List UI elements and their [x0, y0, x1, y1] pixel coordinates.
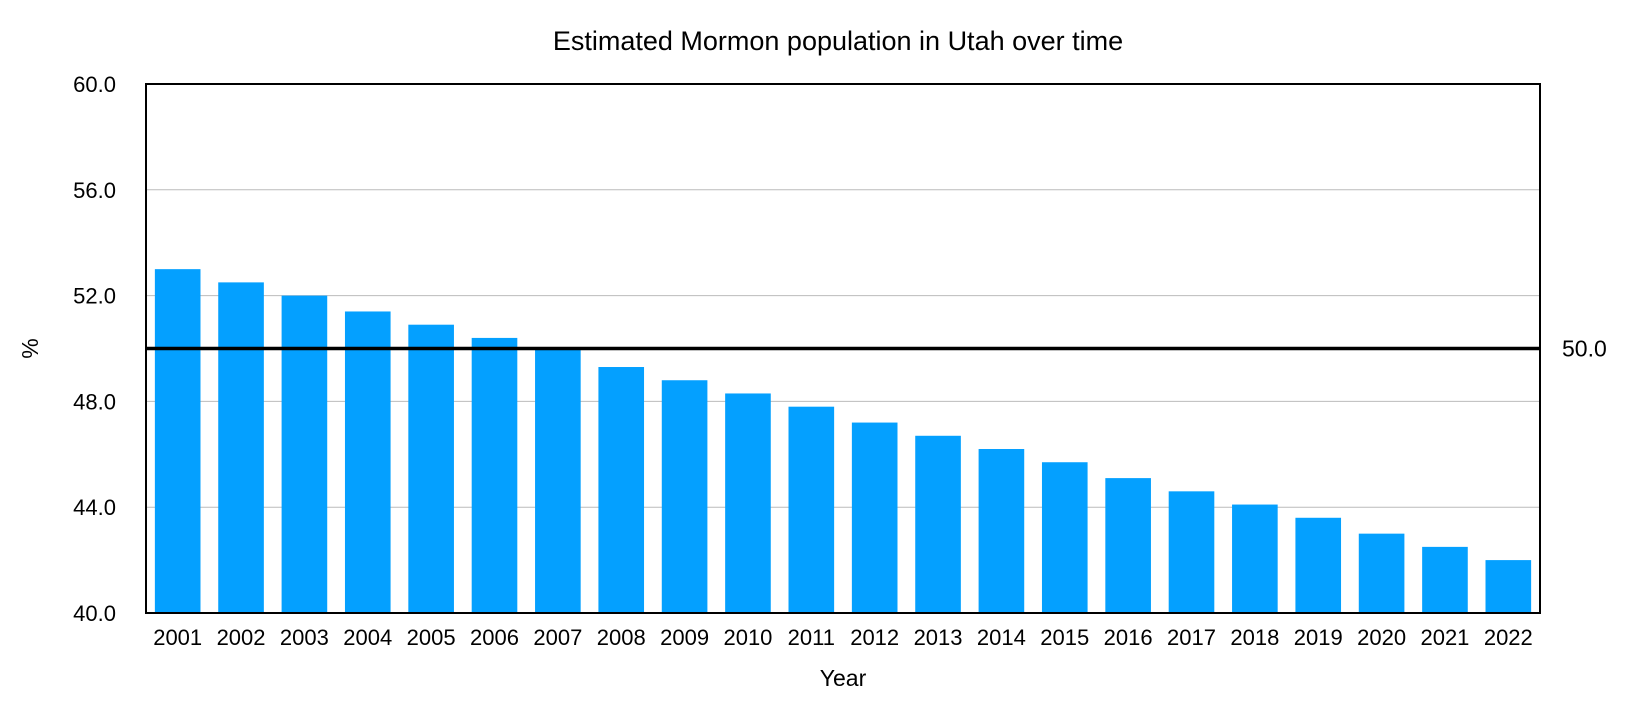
x-tick-label: 2015: [1040, 625, 1089, 650]
bar-2018: [1232, 504, 1278, 613]
x-tick-labels: 2001 2002 2003 2004 2005 2006 2007 2008 2009 2010…: [153, 625, 1533, 650]
x-tick-label: 2011: [788, 625, 835, 650]
x-tick-label: 2019: [1294, 625, 1343, 650]
chart-title: Estimated Mormon population in Utah over…: [553, 26, 1123, 56]
x-tick-label: 2001: [153, 625, 202, 650]
reference-line-group: 50.0: [146, 336, 1607, 362]
x-tick-label: 2022: [1484, 625, 1533, 650]
reference-line-label: 50.0: [1562, 336, 1607, 362]
y-tick-label: 56.0: [73, 178, 116, 203]
x-tick-label: 2002: [217, 625, 266, 650]
bar-2021: [1422, 546, 1468, 613]
x-tick-label: 2021: [1420, 625, 1469, 650]
bar-2007: [535, 348, 581, 613]
x-tick-label: 2018: [1230, 625, 1279, 650]
bar-2012: [851, 422, 898, 613]
bar-2020: [1358, 533, 1405, 613]
bar-2006: [471, 337, 518, 613]
x-tick-label: 2007: [533, 625, 582, 650]
x-tick-label: 2020: [1357, 625, 1406, 650]
bar-2003: [281, 295, 328, 613]
y-tick-label: 60.0: [73, 72, 116, 97]
x-tick-label: 2017: [1167, 625, 1216, 650]
plot-frame: [145, 83, 1541, 614]
bar-2009: [661, 380, 708, 613]
x-tick-label: 2014: [977, 625, 1026, 650]
bar-2011: [788, 406, 835, 613]
y-tick-labels: 40.0 44.0 48.0 52.0 56.0 60.0: [73, 72, 116, 626]
bar-2017: [1168, 491, 1215, 613]
x-tick-label: 2016: [1104, 625, 1153, 650]
x-tick-label: 2009: [660, 625, 709, 650]
x-tick-label: 2005: [407, 625, 456, 650]
bar-2008: [598, 367, 645, 613]
x-tick-label: 2010: [723, 625, 772, 650]
bar-2014: [978, 449, 1025, 613]
x-tick-label: 2012: [850, 625, 899, 650]
x-axis-label: Year: [820, 665, 867, 691]
bar-2013: [915, 435, 961, 613]
bar-2019: [1295, 517, 1342, 613]
x-tick-label: 2004: [343, 625, 392, 650]
y-tick-label: 40.0: [73, 601, 116, 626]
bar-2016: [1105, 478, 1151, 613]
bar-2015: [1041, 462, 1088, 613]
bar-2005: [408, 324, 454, 613]
bars: [154, 269, 1532, 613]
x-tick-label: 2008: [597, 625, 646, 650]
bar-2022: [1485, 560, 1532, 613]
x-tick-label: 2013: [914, 625, 963, 650]
bar-2010: [725, 393, 771, 613]
bar-2001: [154, 269, 201, 613]
y-tick-label: 48.0: [73, 389, 116, 414]
bar-2002: [218, 282, 264, 613]
y-tick-label: 44.0: [73, 495, 116, 520]
y-axis-label: %: [17, 338, 43, 358]
bar-2004: [344, 311, 391, 613]
x-tick-label: 2006: [470, 625, 519, 650]
y-tick-label: 52.0: [73, 284, 116, 309]
x-tick-label: 2003: [280, 625, 329, 650]
